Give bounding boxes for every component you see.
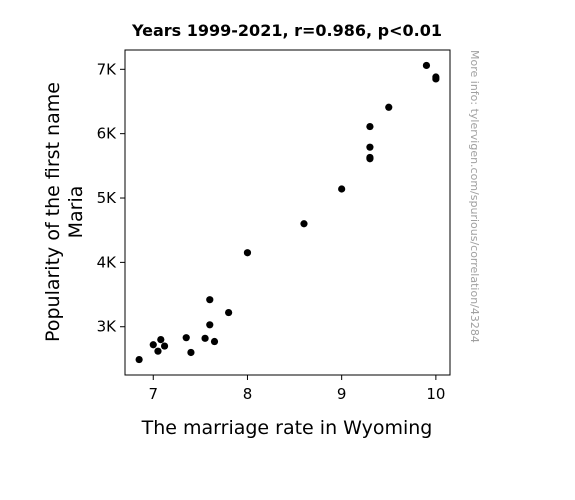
data-point xyxy=(366,122,374,131)
y-tick-label: 7K xyxy=(97,60,118,78)
data-point xyxy=(206,296,214,304)
x-tick-label: 7 xyxy=(148,385,158,403)
data-point xyxy=(160,342,169,350)
data-point xyxy=(157,336,165,344)
y-tick-label: 5K xyxy=(97,189,118,207)
chart-title: Years 1999-2021, r=0.986, p<0.01 xyxy=(131,21,442,40)
y-axis-label-line-1: Popularity of the first name xyxy=(42,82,64,342)
data-point xyxy=(366,153,374,162)
data-point xyxy=(182,334,190,342)
x-tick-label: 8 xyxy=(243,385,253,403)
data-points xyxy=(135,61,440,364)
data-point xyxy=(154,347,162,355)
y-tick-label: 6K xyxy=(97,125,118,143)
data-point xyxy=(149,341,157,349)
data-point xyxy=(300,220,308,228)
data-point xyxy=(385,103,393,111)
data-point xyxy=(135,355,143,364)
data-point xyxy=(201,334,209,342)
plot-area: 7 8 9 10 3K 4K 5K 6K 7K xyxy=(97,49,451,403)
data-point xyxy=(206,321,214,329)
y-axis-label: Popularity of the first name Maria xyxy=(42,82,87,342)
x-tick-label: 9 xyxy=(337,385,347,403)
data-point xyxy=(243,249,252,257)
data-point xyxy=(432,73,440,81)
y-axis: 3K 4K 5K 6K 7K xyxy=(97,60,125,336)
data-point xyxy=(366,143,374,151)
x-axis-label: The marriage rate in Wyoming xyxy=(141,417,433,439)
data-point xyxy=(210,337,219,346)
data-point xyxy=(187,348,195,357)
x-tick-label: 10 xyxy=(426,385,445,403)
plot-frame xyxy=(124,49,451,376)
data-point xyxy=(225,308,233,317)
y-tick-label: 4K xyxy=(97,253,118,271)
x-axis: 7 8 9 10 xyxy=(148,375,445,403)
data-point xyxy=(338,185,346,193)
y-tick-label: 3K xyxy=(97,318,118,336)
y-axis-label-line-2: Maria xyxy=(65,186,87,239)
source-watermark: More info: tylervigen.com/spurious/corre… xyxy=(468,50,481,343)
data-point xyxy=(422,61,431,70)
